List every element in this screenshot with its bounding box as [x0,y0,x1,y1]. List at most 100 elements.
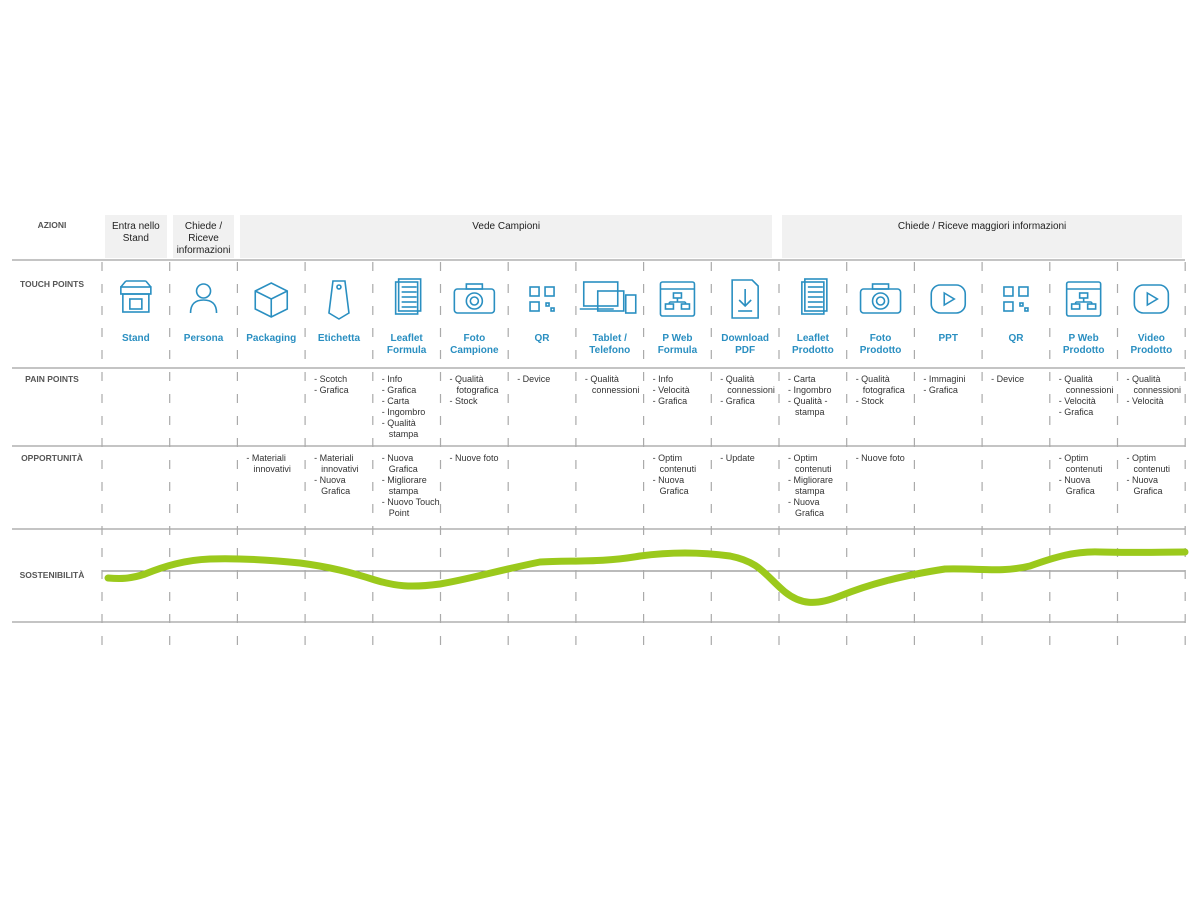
pain-point: - Immagini [923,374,966,384]
icon-part [529,286,540,297]
opportunity-list: - Optim contenuti - Nuova Grafica [1120,453,1186,497]
icon-part [394,281,419,315]
opportunity-list: - Materiali innovativi [239,453,305,475]
touch-point-label: QR [534,333,550,344]
icon-part [254,282,289,318]
touch-point-label: Video Prodotto [1130,333,1173,356]
opportunity-list: - Nuove foto [443,453,509,464]
pain-point-list: - Qualità fotografica - Stock [443,374,509,407]
row-label: AZIONI [37,220,67,230]
touch-point-icon [453,283,496,314]
icon-part [469,296,480,306]
icon-part [328,280,350,320]
touch-point-label: Persona [183,333,224,344]
touch-point-label: P Web Prodotto [1062,333,1105,356]
opportunity: - Migliorare stampa [788,475,834,496]
opportunity: - Migliorare stampa [381,475,427,496]
icon-part [122,293,150,313]
icon-part [397,278,422,312]
icon-part [189,299,218,314]
touch-point-icon [801,278,828,315]
pain-point: - Qualità -stampa [788,396,828,417]
touch-point-label: Leaflet Prodotto [792,333,834,356]
pain-point: - Grafica [314,385,349,395]
pain-point: - Qualità connessioni [720,374,775,395]
opportunity: - Nuova Grafica [314,475,351,496]
pain-point-list: - Info - Velocità - Grafica [646,374,712,407]
touch-point-icon [394,278,422,315]
icon-part [550,307,555,312]
touch-point-icon [254,282,289,318]
icon-part [1003,286,1014,297]
icon-part [120,286,152,295]
row-label: PAIN POINTS [25,374,79,384]
icon-part [145,280,152,288]
touch-point-icon [659,281,696,317]
pain-point-list: - Immagini - Grafica [916,374,982,396]
icon-part [129,298,143,310]
touch-point-icon [529,286,555,312]
pain-point: - Scotch [314,374,348,384]
pain-point: - Velocità [1058,396,1096,406]
row-label: SOSTENIBILITÀ [19,570,85,580]
pain-point: - Qualità connessioni [1126,374,1182,395]
pain-point: - Ingombro [788,385,832,395]
touch-point-icon [579,281,637,314]
opportunity: - Nuova Grafica [1126,475,1163,496]
pain-point-list: - Carta - Ingombro - Qualità -stampa [781,374,847,418]
pain-point: - Qualità connessioni [584,374,640,395]
pain-point: - Grafica [652,396,688,406]
icon-part [465,292,484,310]
touch-point-icon [859,283,902,314]
opportunity: - Optim contenuti [1058,453,1103,474]
icon-part [624,294,637,314]
touch-point-icon [1065,281,1102,317]
pain-point: - Qualità fotografica [449,374,499,395]
opportunity: - Optim contenuti [652,453,697,474]
icon-part [871,283,890,290]
action-cell: Entra nello Stand [105,215,167,258]
pain-point: - Device [991,374,1025,384]
pain-point-list: - Device [984,374,1050,385]
row-label: TOUCH POINTS [19,279,85,289]
pain-point: - Velocità [652,385,690,395]
pain-point: - Device [517,374,551,384]
icon-part [120,280,127,288]
opportunity: - Nuova Grafica [381,453,418,474]
pain-point-list: - Device [510,374,576,385]
touch-point-label: QR [1008,333,1024,344]
opportunity: - Nuovo Touch Point [381,497,440,518]
touch-point-label: Etichetta [317,333,361,344]
row-label: OPPORTUNITÀ [21,453,83,463]
opportunity: - Optim contenuti [788,453,832,474]
pain-point-list: - Qualità connessioni - Velocità - Grafica [1052,374,1118,418]
pain-point: - Grafica [720,396,755,406]
touch-point-label: Tablet / Telefono [589,333,631,356]
opportunity: - Update [720,453,755,463]
pain-point-list: - Qualità connessioni - Velocità [1120,374,1186,407]
opportunity: - Nuova Grafica [1058,475,1095,496]
touch-point-label: Foto Prodotto [859,333,902,356]
pain-point: - Stock [855,396,884,406]
action-cell: Chiede / Riceve informazioni [172,215,235,258]
icon-part [596,290,625,312]
opportunity: - Materiali innovativi [246,453,291,474]
touch-point-icon [731,279,759,319]
icon-part [1018,286,1029,297]
opportunity: - Optim contenuti [1126,453,1171,474]
pain-point: - Velocità [1126,396,1164,406]
pain-point: - Qualità connessioni [1058,374,1114,395]
opportunity: - Nuove foto [855,453,905,463]
pain-point: - Grafica [923,385,958,395]
icon-part [544,286,555,297]
icon-part [943,291,956,307]
touch-point-icon [1133,284,1170,314]
opportunity-list: - Nuove foto [849,453,915,464]
pain-point-list: - Scotch - Grafica [307,374,373,396]
opportunity: - Materiali innovativi [314,453,359,474]
icon-part [1133,284,1170,314]
touch-point-icon [189,283,218,314]
